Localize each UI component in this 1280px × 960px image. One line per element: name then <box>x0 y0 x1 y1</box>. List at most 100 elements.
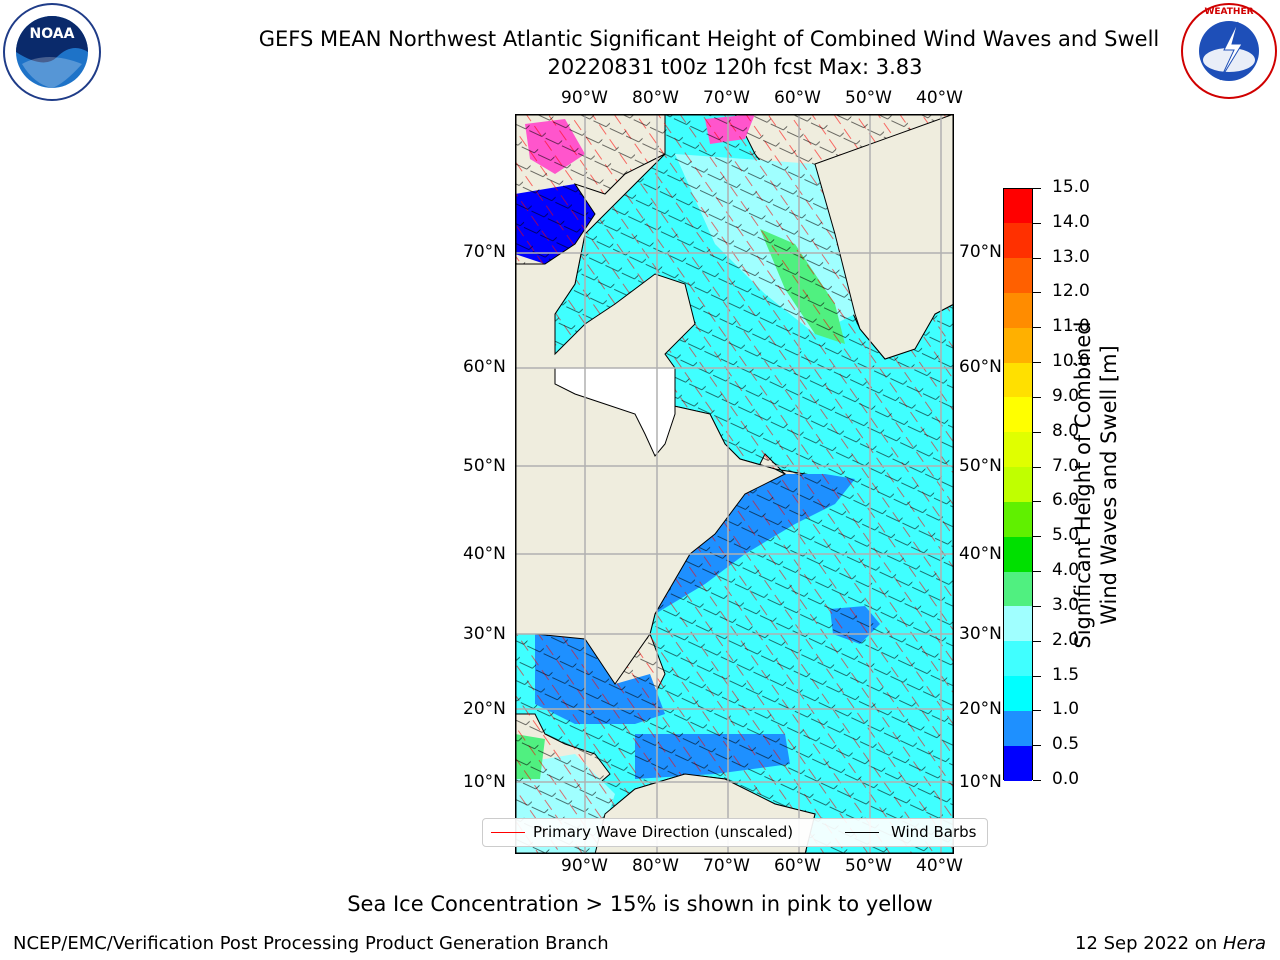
colorbar-tick-mark <box>1033 466 1041 468</box>
colorbar-tick-mark <box>1033 780 1041 781</box>
colorbar-segment <box>1004 223 1032 259</box>
chart-subtitle: 20220831 t00z 120h fcst Max: 3.83 <box>547 55 923 79</box>
colorbar-tick-label: 1.5 <box>1052 664 1080 685</box>
lon-label-bottom-50w: 50°W <box>845 856 892 876</box>
wave-direction-legend-line <box>491 832 525 833</box>
colorbar-tick-label: 8.0 <box>1052 420 1080 441</box>
map-panel <box>515 114 954 854</box>
footer-left: NCEP/EMC/Verification Post Processing Pr… <box>13 933 609 954</box>
colorbar-segment <box>1004 258 1032 293</box>
lat-label-left-50n: 50°N <box>463 456 506 476</box>
colorbar-ticks: 0.0 0.5 1.0 1.5 2.0 3.0 4.0 5.0 6.0 7.0 8.0 9.0 10.0… <box>1033 0 1112 960</box>
colorbar-tick-mark <box>1033 362 1041 364</box>
colorbar-segment <box>1004 676 1032 711</box>
colorbar-tick-mark <box>1033 501 1041 503</box>
footer-machine: Hera <box>1222 933 1266 954</box>
wind-barbs-legend-label: Wind Barbs <box>891 823 977 841</box>
colorbar-tick-mark <box>1033 222 1041 224</box>
lon-label-top-80w: 80°W <box>632 88 679 108</box>
noaa-logo: NOAA <box>2 2 102 102</box>
lon-label-top-40w: 40°W <box>916 88 963 108</box>
colorbar-tick-mark <box>1033 257 1041 259</box>
colorbar-segment <box>1004 710 1032 746</box>
colorbar-tick-label: 15.0 <box>1052 177 1090 197</box>
colorbar-segment <box>1004 292 1032 328</box>
lat-label-right-50n: 50°N <box>959 456 1002 476</box>
colorbar-tick-label: 12.0 <box>1052 281 1090 302</box>
colorbar-label-line1: Significant Height of Combined <box>1071 321 1095 649</box>
colorbar-segment <box>1004 327 1032 363</box>
colorbar-tick-label: 11.0 <box>1052 316 1090 337</box>
lat-label-right-40n: 40°N <box>959 544 1002 564</box>
colorbar-label-line2: Wind Waves and Swell [m] <box>1097 345 1121 625</box>
wave-direction-legend-label: Primary Wave Direction (unscaled) <box>533 823 794 841</box>
colorbar-tick-mark <box>1033 675 1041 677</box>
footer-date-text: 12 Sep 2022 on <box>1075 933 1223 954</box>
lon-label-bottom-80w: 80°W <box>632 856 679 876</box>
lat-label-right-20n: 20°N <box>959 699 1002 719</box>
colorbar-segment <box>1004 571 1032 607</box>
colorbar-segment <box>1004 467 1032 502</box>
colorbar-tick-label: 6.0 <box>1052 490 1080 511</box>
colorbar-tick-mark <box>1033 605 1041 607</box>
colorbar-tick-label: 4.0 <box>1052 560 1080 581</box>
lon-label-top-90w: 90°W <box>561 88 608 108</box>
colorbar-segment <box>1004 641 1032 677</box>
lon-label-top-60w: 60°W <box>774 88 821 108</box>
sea-ice-note: Sea Ice Concentration > 15% is shown in … <box>347 892 933 916</box>
graticule <box>515 114 954 854</box>
colorbar-tick-mark <box>1033 396 1041 398</box>
colorbar-tick-mark <box>1033 327 1041 329</box>
colorbar-tick-label: 0.0 <box>1052 769 1080 789</box>
lon-label-bottom-70w: 70°W <box>703 856 750 876</box>
lon-label-top-50w: 50°W <box>845 88 892 108</box>
wind-barbs-legend-line <box>845 832 879 833</box>
lat-label-right-60n: 60°N <box>959 357 1002 377</box>
colorbar-tick-mark <box>1033 292 1041 294</box>
lat-label-left-20n: 20°N <box>463 699 506 719</box>
colorbar-tick-mark <box>1033 710 1041 712</box>
colorbar-tick-label: 1.0 <box>1052 699 1080 720</box>
colorbar <box>1003 188 1033 781</box>
lon-label-bottom-90w: 90°W <box>561 856 608 876</box>
lat-label-left-60n: 60°N <box>463 357 506 377</box>
lat-label-left-30n: 30°N <box>463 624 506 644</box>
lat-label-right-10n: 10°N <box>959 772 1002 792</box>
colorbar-segment <box>1004 188 1032 224</box>
lat-label-right-70n: 70°N <box>959 242 1002 262</box>
colorbar-tick-label: 13.0 <box>1052 246 1090 267</box>
colorbar-label: Significant Height of Combined Wind Wave… <box>1070 305 1122 665</box>
lat-label-left-70n: 70°N <box>463 242 506 262</box>
colorbar-segment <box>1004 397 1032 433</box>
colorbar-segment <box>1004 432 1032 468</box>
colorbar-tick-label: 9.0 <box>1052 385 1080 406</box>
colorbar-tick-label: 0.5 <box>1052 734 1080 755</box>
colorbar-tick-mark <box>1033 745 1041 747</box>
colorbar-segment <box>1004 501 1032 537</box>
colorbar-tick-mark <box>1033 571 1041 573</box>
colorbar-segment <box>1004 362 1032 398</box>
colorbar-tick-label: 5.0 <box>1052 525 1080 546</box>
lat-label-left-10n: 10°N <box>463 772 506 792</box>
lat-label-left-40n: 40°N <box>463 544 506 564</box>
chart-title: GEFS MEAN Northwest Atlantic Significant… <box>258 27 1160 51</box>
colorbar-segment <box>1004 606 1032 642</box>
colorbar-tick-mark <box>1033 536 1041 538</box>
nws-logo: WEATHER <box>1180 2 1278 100</box>
colorbar-tick-mark <box>1033 431 1041 433</box>
colorbar-tick-label: 7.0 <box>1052 455 1080 476</box>
noaa-logo-text: NOAA <box>30 26 75 42</box>
map-legend: Primary Wave Direction (unscaled) Wind B… <box>482 818 988 847</box>
lon-label-bottom-60w: 60°W <box>774 856 821 876</box>
svg-text:WEATHER: WEATHER <box>1204 7 1253 17</box>
map-frame <box>515 114 954 854</box>
lon-label-bottom-40w: 40°W <box>916 856 963 876</box>
colorbar-tick-label: 10.0 <box>1052 351 1090 372</box>
footer-date: 12 Sep 2022 on Hera <box>1075 933 1266 954</box>
colorbar-tick-mark <box>1033 188 1041 189</box>
colorbar-tick-mark <box>1033 640 1041 642</box>
lon-label-top-70w: 70°W <box>703 88 750 108</box>
colorbar-tick-label: 3.0 <box>1052 594 1080 615</box>
colorbar-tick-label: 2.0 <box>1052 629 1080 650</box>
colorbar-segment <box>1004 745 1032 781</box>
